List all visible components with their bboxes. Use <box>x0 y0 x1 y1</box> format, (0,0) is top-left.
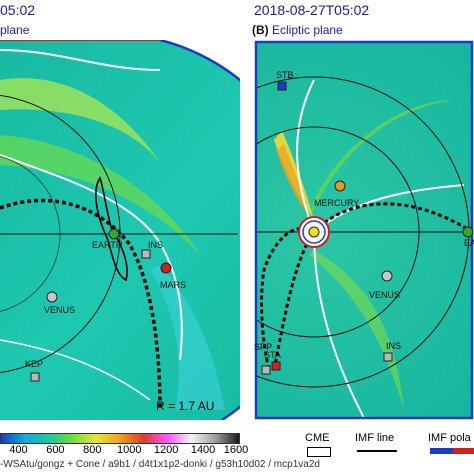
colorbar-tick: 400 <box>9 444 28 456</box>
sun-ring-inner <box>302 220 326 244</box>
colorbar-tick: 1000 <box>116 444 142 456</box>
left-yellow-band <box>0 78 165 170</box>
right-domain <box>256 42 472 418</box>
left-mars-label: MARS <box>160 280 186 290</box>
right-mercury-marker <box>334 180 346 192</box>
right-ins-label: INS <box>386 341 401 351</box>
legend-imf-polarity-swatch <box>430 448 474 454</box>
left-white-line-3 <box>0 339 151 401</box>
right-stb-marker <box>277 81 287 91</box>
left-white-line-1 <box>0 154 183 361</box>
right-sta-label: STA <box>264 350 281 360</box>
legend-imf-line: IMF line <box>355 432 405 472</box>
right-white-line-3 <box>313 231 365 418</box>
sun-icon <box>308 226 320 238</box>
left-domain-edge-blue <box>159 40 240 420</box>
model-credit: -WSAtu/gongz + Cone / a9b1 / d4t1x1p2-do… <box>0 459 320 470</box>
panel-title: Ecliptic plane <box>272 23 343 37</box>
left-mars-marker <box>160 262 172 274</box>
right-earth-label: EA <box>464 238 474 248</box>
left-time-label: 05:02 <box>0 2 36 18</box>
left-earth-label: EARTH <box>92 240 122 250</box>
right-spp-marker <box>261 365 271 375</box>
left-earth-marker <box>108 228 120 240</box>
right-sta-marker <box>271 361 281 371</box>
colorbar-tick: 800 <box>83 444 102 456</box>
right-earth-marker <box>462 226 474 238</box>
right-white-line-2 <box>313 184 465 233</box>
left-venus-marker <box>46 291 58 303</box>
right-time-label: 2018-08-27T05:02 <box>254 2 370 18</box>
legend-cme: CME <box>305 432 335 472</box>
right-white-line-1 <box>296 79 315 233</box>
legend-imf-line-label: IMF line <box>355 432 395 444</box>
panel-letter: (B) <box>252 23 269 37</box>
left-subtitle: plane <box>0 23 30 37</box>
left-green-band <box>0 135 200 255</box>
colorbar-tick: 1400 <box>190 444 216 456</box>
left-ker-marker <box>30 372 40 382</box>
legend-imf-polarity-label: IMF pola <box>428 432 471 444</box>
right-venus-marker <box>381 270 393 282</box>
right-ins-marker <box>383 352 393 362</box>
right-green-arm-lower <box>309 250 404 410</box>
legend-cme-swatch <box>307 447 331 457</box>
legend-cme-label: CME <box>305 432 330 444</box>
left-venus-label: VENUS <box>44 305 75 315</box>
colorbar-tick: 600 <box>46 444 65 456</box>
colorbar <box>0 433 240 444</box>
right-spp-label: SPP <box>254 342 272 352</box>
colorbar-tick: 1200 <box>153 444 179 456</box>
right-stb-label: STB <box>276 70 294 80</box>
legend-imf-line-swatch <box>357 450 397 452</box>
colorbar-ticks: 400 600 800 1000 1200 1400 1600 <box>0 444 250 458</box>
right-orange-arm <box>276 145 309 215</box>
right-venus-label: VENUS <box>369 290 400 300</box>
left-ins-marker <box>141 249 151 259</box>
colorbar-tick: 1600 <box>223 444 249 456</box>
left-ker-label: KEP <box>25 359 43 369</box>
left-imf-dotted <box>0 198 162 411</box>
legend-imf-polarity: IMF pola <box>428 432 474 472</box>
left-bodies: EARTH INS MARS VENUS KEP <box>25 228 186 382</box>
left-cyan-patch <box>150 265 225 410</box>
left-plot: EARTH INS MARS VENUS KEP <box>0 40 240 420</box>
right-imf-dotted-1 <box>260 226 315 371</box>
right-panel-title-row: (B) Ecliptic plane <box>252 23 343 37</box>
left-white-line-2 <box>0 49 161 71</box>
radius-label: R = 1.7 AU <box>156 399 215 413</box>
right-imf-dotted-3 <box>272 231 316 371</box>
left-ins-label: INS <box>148 240 163 250</box>
right-mercury-label: MERCURY <box>314 198 359 208</box>
